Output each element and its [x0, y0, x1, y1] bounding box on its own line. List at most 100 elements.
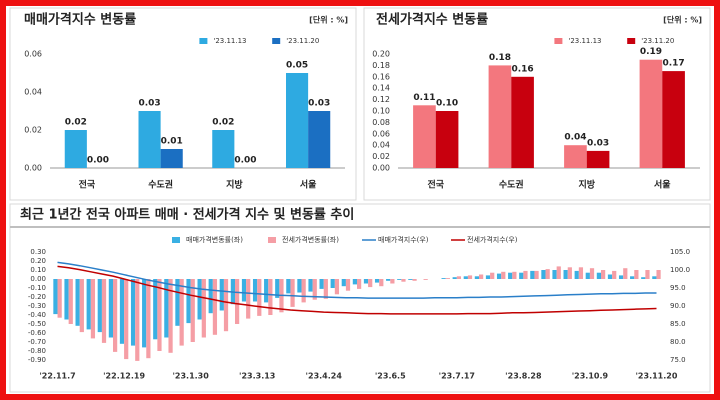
bar [57, 279, 62, 318]
bar [113, 279, 118, 352]
x-tick-label: 수도권 [499, 179, 524, 191]
y-tick-label: 0.06 [24, 50, 42, 59]
value-label: 0.11 [413, 93, 435, 103]
y-tick-label: -0.80 [28, 347, 46, 355]
legend-label: 전세가격변동률(좌) [282, 235, 339, 244]
bar [511, 76, 534, 168]
bar [368, 279, 373, 288]
y2-tick-label: 75.0 [670, 356, 686, 364]
bar [508, 272, 513, 279]
bar [168, 279, 173, 353]
bar [639, 59, 663, 169]
bar [490, 272, 495, 279]
bar [97, 279, 102, 333]
bar [175, 279, 180, 326]
bar [563, 270, 568, 279]
bar [212, 279, 218, 335]
bar [578, 267, 584, 279]
legend-label: 매매가격변동률(좌) [186, 235, 243, 244]
y-tick-label: -0.10 [28, 284, 46, 292]
y-tick-label: 0.10 [372, 107, 390, 116]
x-tick-label: '22.11.7 [39, 372, 75, 381]
y2-tick-label: 105.0 [670, 248, 690, 256]
bar [86, 279, 91, 330]
bar [534, 270, 539, 279]
bar [552, 270, 557, 279]
bar [290, 279, 295, 307]
bar [257, 279, 262, 316]
bar [556, 266, 561, 279]
legend-swatch [627, 38, 636, 44]
value-label: 0.17 [662, 59, 684, 69]
bar [64, 279, 69, 320]
x-tick-label: 지방 [578, 179, 595, 191]
bar [435, 111, 459, 168]
y-tick-label: 0.00 [30, 275, 46, 283]
x-tick-label: '23.3.13 [239, 372, 275, 381]
value-label: 0.02 [212, 118, 234, 128]
bar [135, 279, 140, 361]
bar [345, 279, 351, 291]
x-tick-label: 전국 [427, 179, 444, 191]
x-tick-label: '23.11.20 [635, 372, 677, 381]
bar [301, 279, 306, 303]
bar [246, 279, 251, 319]
bar [523, 270, 528, 279]
bar [519, 272, 524, 279]
bar [567, 267, 572, 279]
y-tick-label: 0.16 [372, 72, 390, 81]
bar [623, 268, 628, 279]
y-tick-label: -0.20 [28, 293, 46, 301]
y-tick-label: 0.00 [372, 164, 390, 173]
bar [488, 65, 512, 168]
bar [386, 279, 391, 281]
x-tick-label: 수도권 [148, 179, 173, 191]
bar [412, 279, 417, 281]
bar [574, 270, 579, 279]
bar [268, 279, 273, 315]
value-label: 0.18 [489, 53, 511, 63]
bar [352, 279, 357, 285]
chart-title: 전세가격지수 변동률 [376, 12, 488, 28]
bar [297, 279, 302, 293]
y-tick-label: 0.30 [30, 248, 46, 256]
x-tick-label: 전국 [79, 179, 96, 191]
x-tick-label: '23.8.28 [505, 372, 542, 381]
y-tick-label: -0.60 [28, 329, 46, 337]
bar [607, 274, 613, 279]
panel [9, 7, 357, 201]
legend-swatch [554, 38, 563, 44]
bar [357, 279, 362, 289]
line-series [57, 261, 657, 299]
bar [397, 279, 402, 280]
y-tick-label: 0.02 [24, 126, 42, 135]
bar [286, 279, 291, 294]
y-tick-label: -0.30 [28, 302, 46, 310]
bar [119, 279, 125, 344]
bar [474, 276, 479, 279]
bar [545, 269, 550, 279]
bar [308, 279, 313, 292]
x-tick-label: 지방 [226, 179, 243, 191]
bar [75, 279, 80, 326]
y2-tick-label: 85.0 [670, 320, 686, 328]
bar [341, 279, 346, 287]
bar [186, 279, 191, 324]
bar [479, 274, 484, 279]
bar [485, 275, 491, 279]
bar [585, 272, 590, 279]
legend-swatch [172, 237, 180, 243]
bar [463, 276, 468, 279]
y-tick-label: 0.02 [372, 152, 390, 161]
bar [601, 270, 606, 279]
bar [179, 279, 184, 346]
bar [146, 279, 151, 359]
y-tick-label: -0.90 [28, 356, 46, 364]
bar [652, 276, 657, 279]
bar [662, 71, 685, 168]
y2-tick-label: 90.0 [670, 302, 686, 310]
bar [401, 279, 406, 282]
y-tick-label: 0.20 [372, 50, 390, 59]
bar [423, 279, 428, 280]
bar [108, 279, 113, 338]
